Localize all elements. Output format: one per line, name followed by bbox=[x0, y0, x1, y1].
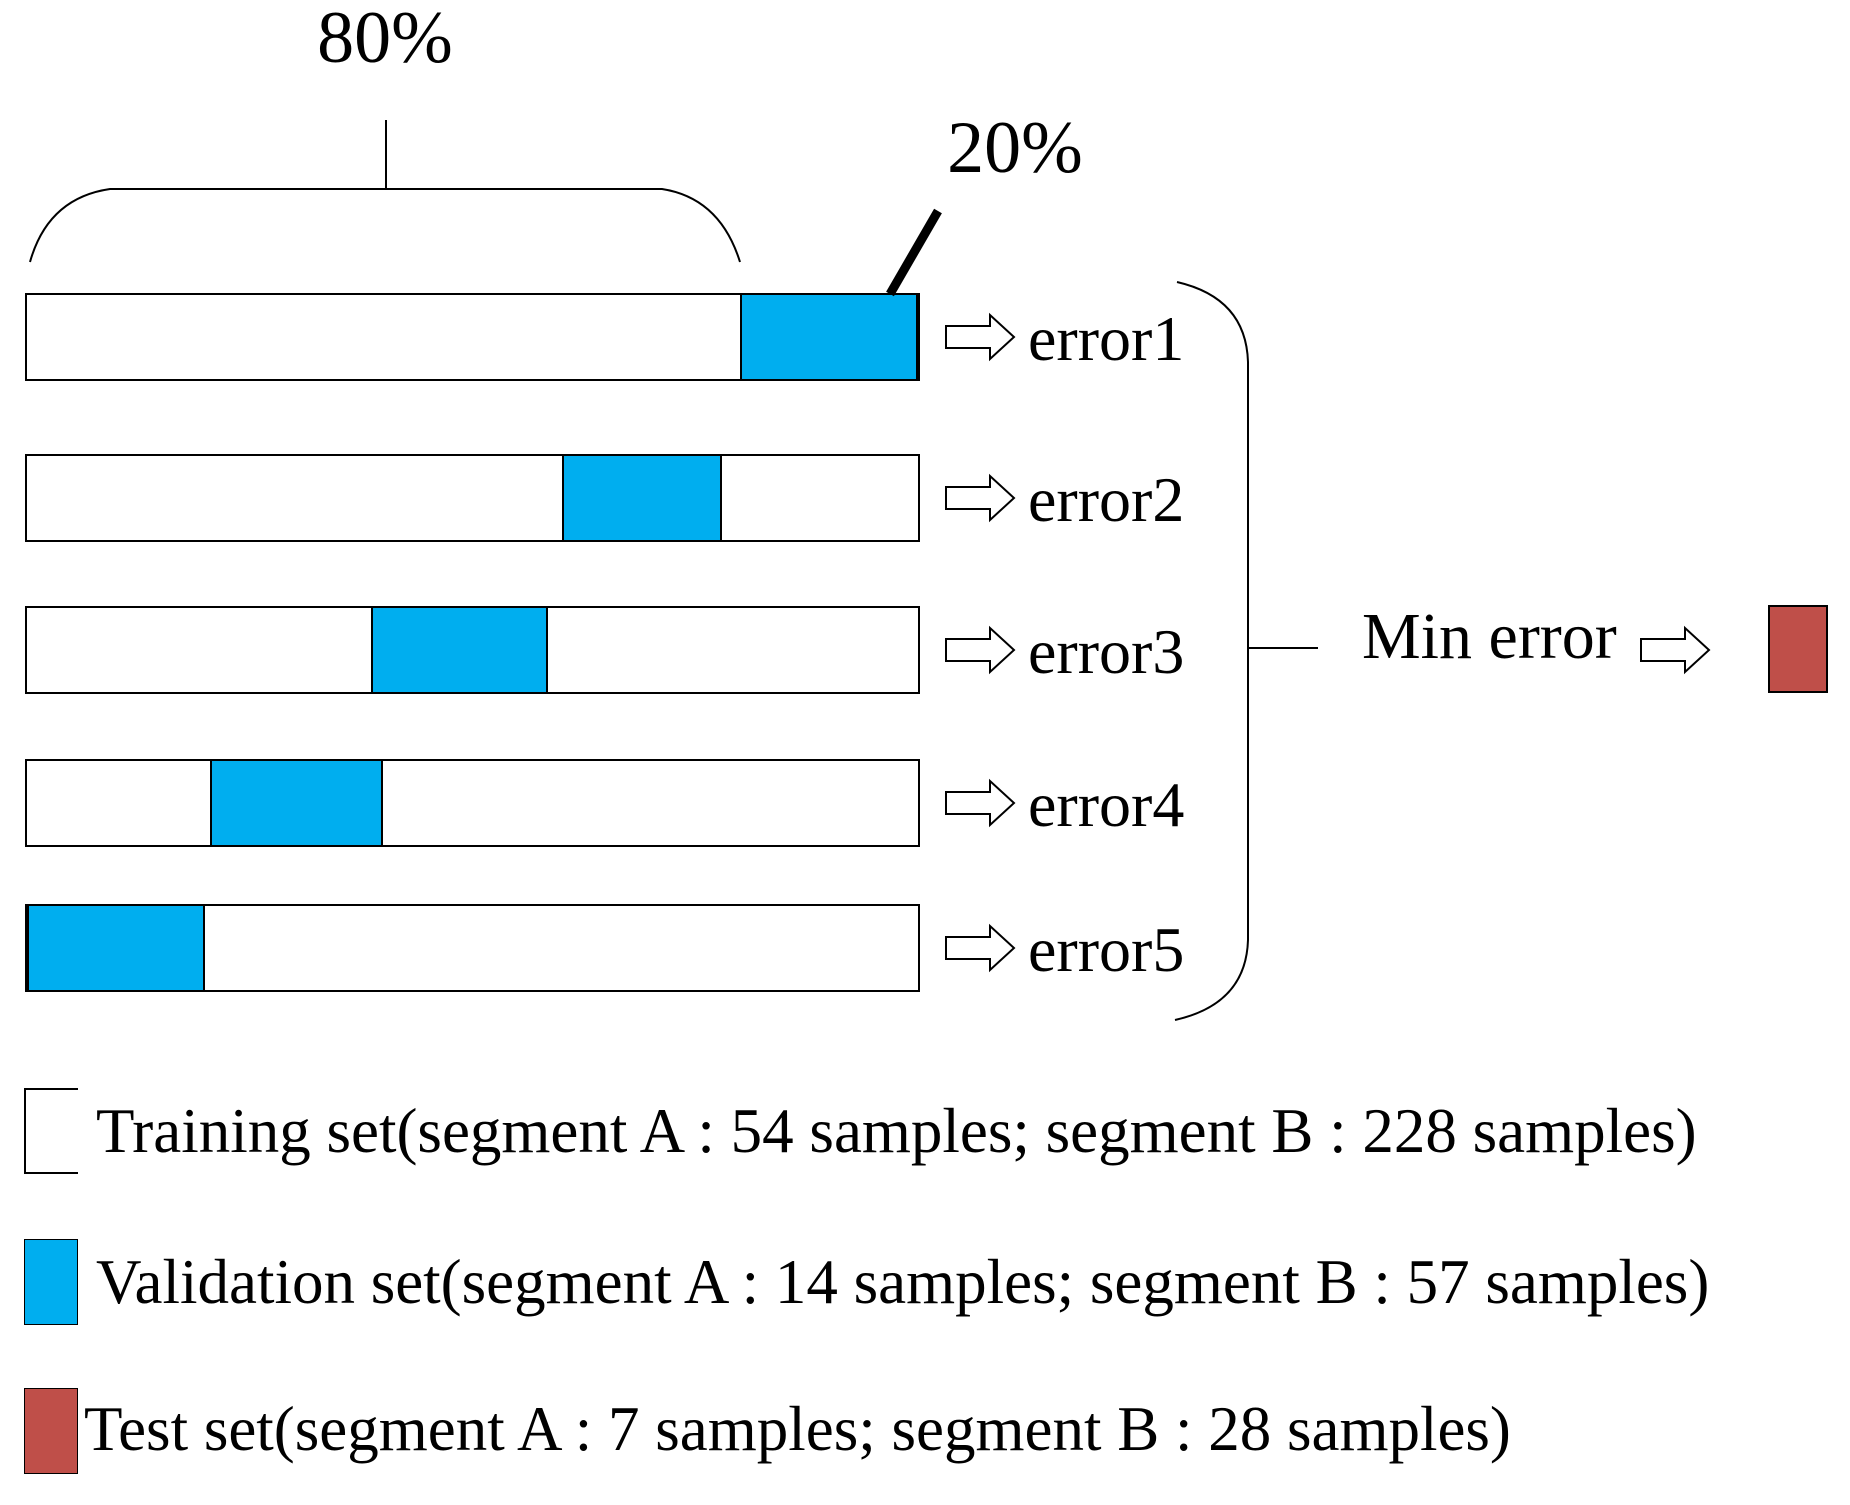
fold-bar-5 bbox=[25, 904, 920, 992]
fold-bar-2 bbox=[25, 454, 920, 542]
validation-legend-label: Validation set(segment A : 14 samples; s… bbox=[96, 1247, 1710, 1317]
error1-arrow-icon bbox=[945, 312, 1016, 362]
test-legend-label: Test set(segment A : 7 samples; segment … bbox=[84, 1394, 1511, 1464]
fold-bar-1 bbox=[25, 293, 920, 381]
min-error-arrow-icon bbox=[1640, 625, 1711, 675]
validation-fraction-label: 20% bbox=[947, 107, 1083, 189]
min-error-label: Min error bbox=[1362, 600, 1617, 673]
validation-segment-2 bbox=[561, 456, 722, 540]
validation-segment-3 bbox=[370, 608, 549, 692]
fold-bar-3 bbox=[25, 606, 920, 694]
fold-bar-4 bbox=[25, 759, 920, 847]
error3-label: error3 bbox=[1028, 616, 1185, 687]
error1-label: error1 bbox=[1028, 303, 1185, 374]
training-swatch bbox=[24, 1088, 78, 1174]
error4-label: error4 bbox=[1028, 769, 1185, 840]
validation-segment-4 bbox=[209, 761, 384, 845]
test-set-box bbox=[1768, 605, 1828, 693]
training-legend-label: Training set(segment A : 54 samples; seg… bbox=[96, 1096, 1697, 1166]
error5-arrow-icon bbox=[945, 923, 1016, 973]
validation-leader-line bbox=[886, 208, 942, 297]
error3-arrow-icon bbox=[945, 625, 1016, 675]
validation-segment-5 bbox=[27, 906, 206, 990]
training-fraction-label: 80% bbox=[317, 0, 453, 79]
training-brace bbox=[29, 188, 741, 263]
validation-segment-1 bbox=[739, 295, 918, 379]
error2-arrow-icon bbox=[945, 473, 1016, 523]
test-swatch bbox=[24, 1388, 78, 1474]
error4-arrow-icon bbox=[945, 778, 1016, 828]
errors-group-brace bbox=[1174, 281, 1249, 1021]
error2-label: error2 bbox=[1028, 464, 1185, 535]
validation-swatch bbox=[24, 1239, 78, 1325]
error5-label: error5 bbox=[1028, 914, 1185, 985]
